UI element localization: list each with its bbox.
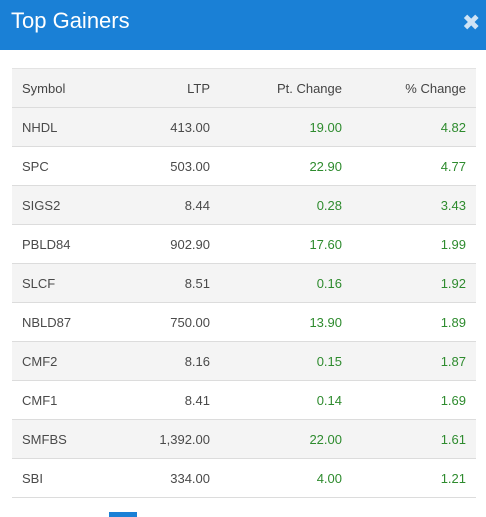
- cell-symbol: SLCF: [12, 263, 112, 303]
- cell-pct-change: 4.77: [342, 146, 476, 186]
- column-header-ltp: LTP: [112, 69, 210, 108]
- cell-ltp: 1,392.00: [112, 419, 210, 459]
- table-row[interactable]: SIGS2 8.44 0.28 3.43: [12, 185, 476, 225]
- cell-pt-change: 22.00: [210, 419, 342, 459]
- cell-symbol: SMFBS: [12, 419, 112, 459]
- column-header-pct-change: % Change: [342, 69, 476, 108]
- pagination-indicator[interactable]: [109, 512, 137, 517]
- table-row[interactable]: CMF1 8.41 0.14 1.69: [12, 380, 476, 420]
- cell-pct-change: 1.21: [342, 458, 476, 498]
- cell-pct-change: 1.61: [342, 419, 476, 459]
- close-icon[interactable]: ✖: [462, 10, 481, 35]
- cell-pt-change: 4.00: [210, 458, 342, 498]
- cell-pct-change: 1.87: [342, 341, 476, 381]
- gainers-table: Symbol LTP Pt. Change % Change NHDL 413.0…: [12, 69, 476, 498]
- cell-pt-change: 0.28: [210, 185, 342, 225]
- cell-ltp: 8.44: [112, 185, 210, 225]
- table-header-row: Symbol LTP Pt. Change % Change: [12, 69, 476, 108]
- cell-pt-change: 0.15: [210, 341, 342, 381]
- cell-ltp: 413.00: [112, 107, 210, 147]
- cell-pt-change: 0.16: [210, 263, 342, 303]
- table-row[interactable]: CMF2 8.16 0.15 1.87: [12, 341, 476, 381]
- table-row[interactable]: NHDL 413.00 19.00 4.82: [12, 107, 476, 147]
- cell-pct-change: 4.82: [342, 107, 476, 147]
- cell-ltp: 8.16: [112, 341, 210, 381]
- cell-ltp: 334.00: [112, 458, 210, 498]
- column-header-pt-change: Pt. Change: [210, 69, 342, 108]
- cell-ltp: 8.51: [112, 263, 210, 303]
- cell-symbol: SPC: [12, 146, 112, 186]
- cell-pct-change: 1.69: [342, 380, 476, 420]
- table-row[interactable]: SBI 334.00 4.00 1.21: [12, 458, 476, 498]
- cell-pct-change: 1.99: [342, 224, 476, 264]
- table-row[interactable]: SLCF 8.51 0.16 1.92: [12, 263, 476, 303]
- gainers-table-container: Symbol LTP Pt. Change % Change NHDL 413.0…: [12, 68, 476, 498]
- modal-title: Top Gainers: [11, 8, 130, 33]
- column-header-symbol: Symbol: [12, 69, 112, 108]
- cell-pt-change: 19.00: [210, 107, 342, 147]
- cell-symbol: CMF2: [12, 341, 112, 381]
- table-row[interactable]: PBLD84 902.90 17.60 1.99: [12, 224, 476, 264]
- cell-ltp: 750.00: [112, 302, 210, 342]
- table-body: NHDL 413.00 19.00 4.82 SPC 503.00 22.90 4.77 SIG…: [12, 107, 476, 498]
- cell-pct-change: 3.43: [342, 185, 476, 225]
- cell-ltp: 8.41: [112, 380, 210, 420]
- cell-symbol: SBI: [12, 458, 112, 498]
- cell-pt-change: 13.90: [210, 302, 342, 342]
- cell-pt-change: 0.14: [210, 380, 342, 420]
- table-row[interactable]: SPC 503.00 22.90 4.77: [12, 146, 476, 186]
- table-row[interactable]: NBLD87 750.00 13.90 1.89: [12, 302, 476, 342]
- cell-symbol: NHDL: [12, 107, 112, 147]
- modal-header: Top Gainers ✖: [0, 0, 486, 50]
- cell-pt-change: 17.60: [210, 224, 342, 264]
- cell-pct-change: 1.89: [342, 302, 476, 342]
- cell-pct-change: 1.92: [342, 263, 476, 303]
- table-row[interactable]: SMFBS 1,392.00 22.00 1.61: [12, 419, 476, 459]
- cell-symbol: NBLD87: [12, 302, 112, 342]
- cell-symbol: SIGS2: [12, 185, 112, 225]
- cell-ltp: 503.00: [112, 146, 210, 186]
- cell-pt-change: 22.90: [210, 146, 342, 186]
- cell-symbol: PBLD84: [12, 224, 112, 264]
- cell-ltp: 902.90: [112, 224, 210, 264]
- cell-symbol: CMF1: [12, 380, 112, 420]
